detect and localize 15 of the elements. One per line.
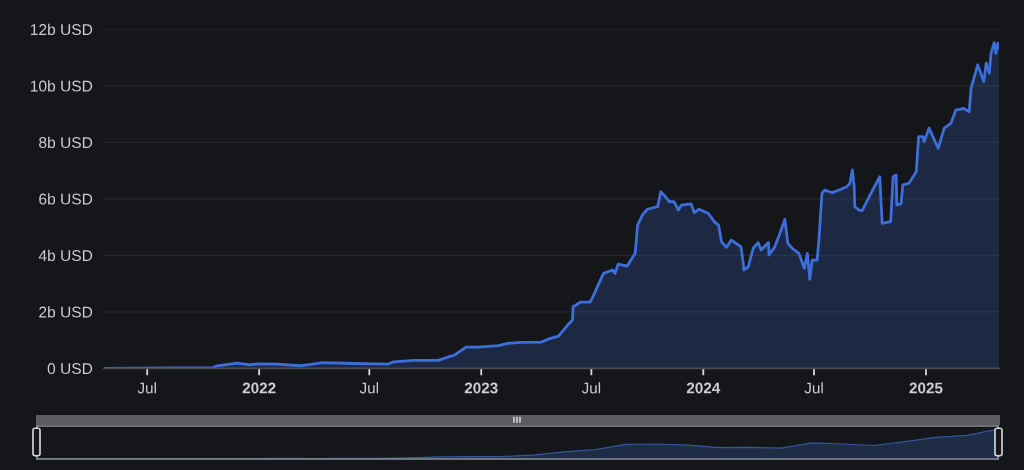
x-tick-label: Jul bbox=[581, 382, 601, 394]
x-tick-label: 2025 bbox=[909, 382, 943, 394]
y-tick-label: 6b USD bbox=[39, 193, 93, 205]
x-tick-label: Jul bbox=[804, 382, 823, 394]
y-tick-label: 2b USD bbox=[39, 306, 93, 318]
x-tick-label: 2024 bbox=[686, 382, 721, 394]
y-tick-label: 10b USD bbox=[30, 80, 93, 92]
x-tick-label: 2022 bbox=[242, 382, 276, 394]
y-tick-label: 8b USD bbox=[39, 136, 93, 149]
y-tick-label: 0 USD bbox=[47, 363, 93, 375]
x-tick-label: 2023 bbox=[464, 382, 498, 394]
x-tick-label: Jul bbox=[359, 382, 379, 394]
x-tick-label: Jul bbox=[137, 382, 156, 394]
y-tick-label: 12b USD bbox=[30, 23, 93, 36]
y-tick-label: 4b USD bbox=[38, 249, 93, 262]
